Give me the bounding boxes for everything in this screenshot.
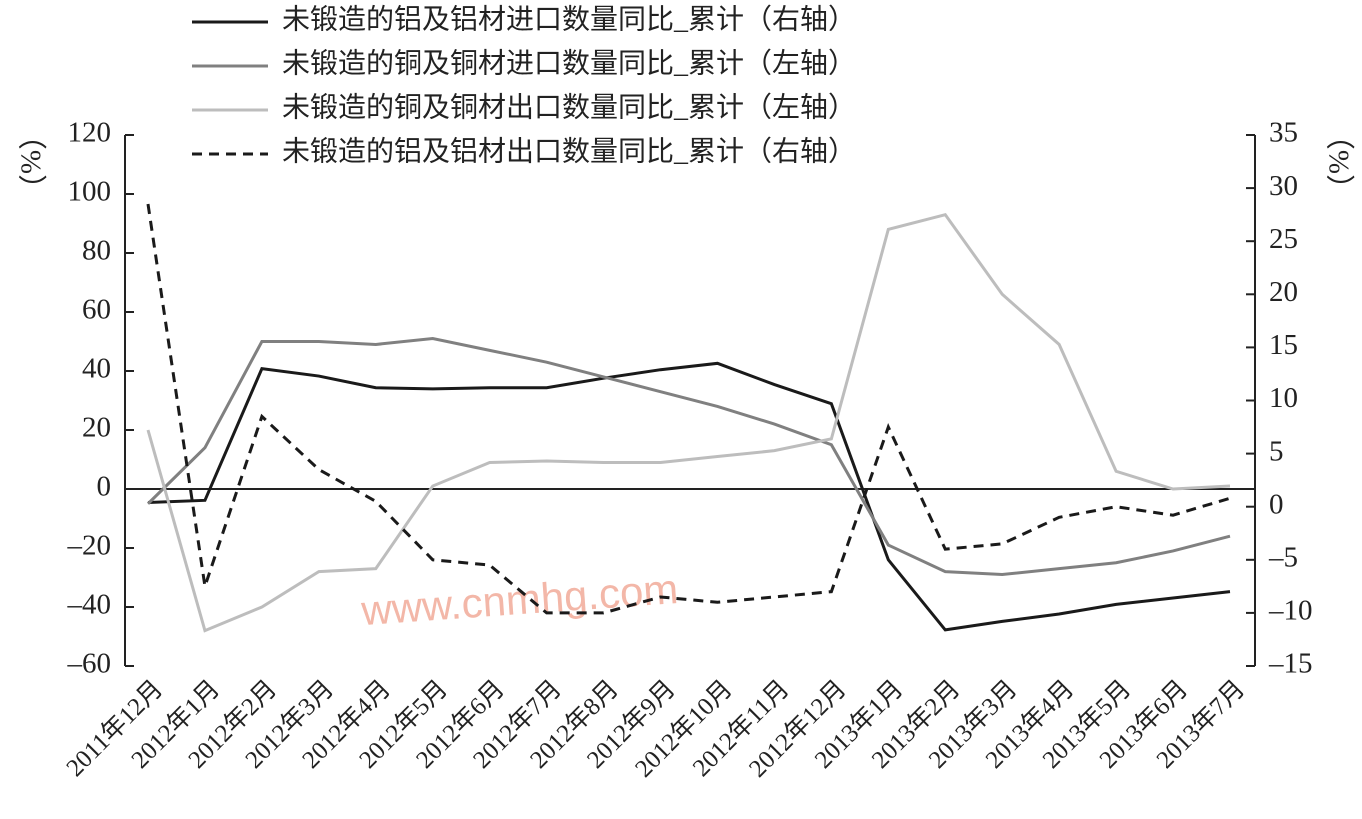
y2-tick-label: –5 [1268, 541, 1298, 573]
y-tick-label: –60 [67, 648, 112, 680]
y-tick-label: 40 [82, 353, 111, 385]
y-tick-label: –40 [67, 589, 112, 621]
watermark: www.cnmhg.com [359, 565, 680, 634]
y2-tick-label: 25 [1269, 223, 1298, 255]
y-tick-label: –20 [67, 530, 112, 562]
legend-label: 未锻造的铝及铝材进口数量同比_累计（右轴） [282, 3, 856, 35]
y-tick-label: 80 [82, 235, 111, 267]
y-tick-label: 120 [68, 117, 112, 149]
y-tick-label: 20 [82, 412, 111, 444]
y2-tick-label: 15 [1269, 329, 1298, 361]
series-line [146, 203, 1231, 615]
y2-tick-label: 5 [1269, 435, 1284, 467]
y-tick-label: 100 [68, 176, 112, 208]
series-line [147, 361, 1231, 632]
y2-tick-label: 0 [1269, 488, 1284, 520]
y2-tick-label: 10 [1269, 382, 1298, 414]
y-tick-label: 60 [82, 294, 111, 326]
legend-label: 未锻造的铜及铜材出口数量同比_累计（左轴） [282, 91, 856, 123]
y-axis-label: （%） [14, 121, 46, 203]
series-line [146, 212, 1231, 633]
y2-axis-label: （%） [1322, 121, 1354, 203]
y2-tick-label: 35 [1269, 117, 1298, 149]
series-line [146, 337, 1231, 577]
y2-tick-label: 20 [1269, 276, 1298, 308]
y2-tick-label: 30 [1269, 170, 1298, 202]
y2-tick-label: –10 [1268, 595, 1313, 627]
y2-tick-label: –15 [1268, 648, 1313, 680]
legend-label: 未锻造的铜及铜材进口数量同比_累计（左轴） [282, 47, 856, 79]
legend-label: 未锻造的铝及铝材出口数量同比_累计（右轴） [282, 135, 856, 167]
y-tick-label: 0 [97, 471, 112, 503]
